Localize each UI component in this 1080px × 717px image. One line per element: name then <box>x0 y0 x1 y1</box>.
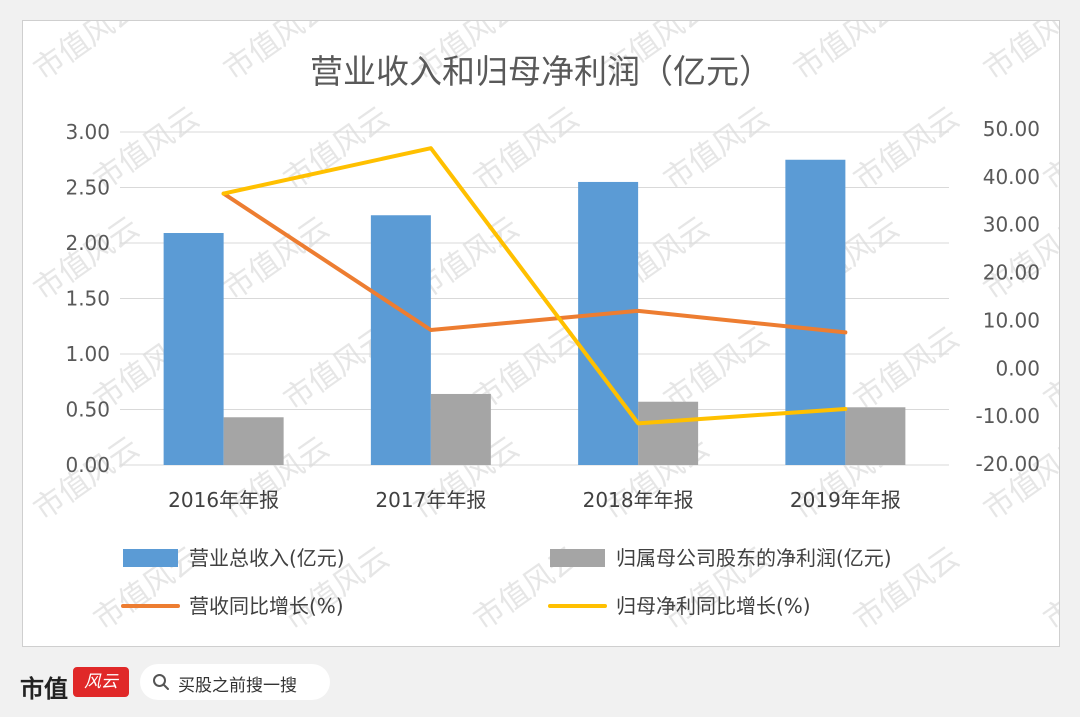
legend-label-3: 归母净利同比增长(%) <box>616 594 811 618</box>
chart-card: 市值风云 市值风云 市值风云 市值风云 市值风云 市值风云 市值风云 市值风云 市值风云 市值风云… <box>22 20 1060 647</box>
right-tick-label-5: 30.00 <box>983 213 1040 237</box>
right-tick-label-7: 50.00 <box>983 117 1040 141</box>
watermark-text-35: 市值风云 <box>1038 540 1059 637</box>
watermark-text-22: 市值风云 <box>848 320 966 417</box>
bar-series0-2 <box>578 181 639 465</box>
legend-label-0: 营业总收入(亿元) <box>189 546 345 570</box>
left-axis: 0.00 0.50 1.00 1.50 2.00 2.50 3.00 <box>65 120 110 477</box>
category-label-0: 2016年年报 <box>168 488 279 512</box>
search-icon <box>153 674 169 690</box>
lines-layer <box>221 146 848 426</box>
legend-label-1: 归属母公司股东的净利润(亿元) <box>616 546 892 570</box>
watermark-text-24: 市值风云 <box>28 430 146 527</box>
brand-name: 市值 <box>20 675 68 703</box>
brand-logo: 风云 <box>73 667 129 697</box>
watermark-text-9: 市值风云 <box>658 100 776 197</box>
left-tick-label-2: 1.00 <box>65 342 110 366</box>
right-tick-label-0: -20.00 <box>976 452 1040 476</box>
legend: 营业总收入(亿元) 归属母公司股东的净利润(亿元) 营收同比增长(%) 归母净利同比增… <box>121 546 892 618</box>
right-tick-label-1: -10.00 <box>976 404 1040 428</box>
right-tick-label-4: 20.00 <box>983 261 1040 285</box>
right-tick-label-6: 40.00 <box>983 165 1040 189</box>
left-tick-label-4: 2.00 <box>65 231 110 255</box>
category-label-3: 2019年年报 <box>790 488 901 512</box>
chart-title: 营业收入和归母净利润（亿元） <box>310 52 772 91</box>
watermark-text-23: 市值风云 <box>1038 320 1059 417</box>
bar-series1-0 <box>223 417 284 465</box>
watermark-text-29: 市值风云 <box>978 430 1059 527</box>
search-box[interactable]: 买股之前搜一搜 <box>140 664 330 700</box>
right-axis: -20.00 -10.00 0.00 10.00 20.00 30.00 40.00 50.0… <box>976 117 1040 476</box>
left-tick-label-1: 0.50 <box>65 398 110 422</box>
left-tick-label-5: 2.50 <box>65 176 110 200</box>
bar-series0-0 <box>163 233 224 465</box>
left-tick-label-3: 1.50 <box>65 287 110 311</box>
watermark-text-7: 市值风云 <box>278 100 396 197</box>
bar-series0-1 <box>370 215 431 465</box>
left-tick-label-6: 3.00 <box>65 120 110 144</box>
bars-layer <box>163 159 906 465</box>
watermark-text-11: 市值风云 <box>1038 100 1059 197</box>
bar-series0-3 <box>785 159 846 465</box>
line-series-1 <box>221 146 848 426</box>
legend-swatch-1 <box>550 549 605 567</box>
category-axis: 2016年年报 2017年年报 2018年年报 2019年年报 <box>168 488 901 512</box>
watermark-text-4: 市值风云 <box>788 21 906 88</box>
category-label-2: 2018年年报 <box>583 488 694 512</box>
footer: 市值 风云 买股之前搜一搜 <box>0 655 1080 717</box>
watermark-text-5: 市值风云 <box>978 21 1059 88</box>
right-tick-label-3: 10.00 <box>983 308 1040 332</box>
bar-series1-3 <box>845 407 906 465</box>
bar-series1-2 <box>638 401 699 465</box>
category-label-1: 2017年年报 <box>375 488 486 512</box>
watermark-text-10: 市值风云 <box>848 100 966 197</box>
watermark-text-0: 市值风云 <box>28 21 146 88</box>
legend-swatch-0 <box>123 549 178 567</box>
watermark-text-13: 市值风云 <box>218 210 336 307</box>
right-tick-label-2: 0.00 <box>995 356 1040 380</box>
bar-series1-1 <box>430 393 491 465</box>
line-series-0 <box>221 191 848 335</box>
watermark-text-8: 市值风云 <box>468 100 586 197</box>
legend-label-2: 营收同比增长(%) <box>189 594 344 618</box>
search-text: 买股之前搜一搜 <box>178 676 297 696</box>
left-tick-label-0: 0.00 <box>65 453 110 477</box>
